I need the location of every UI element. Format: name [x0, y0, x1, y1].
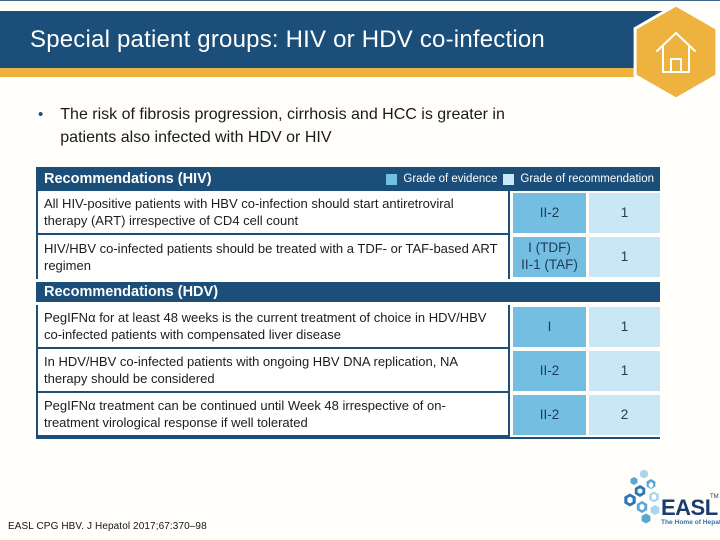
recommendation-grade-cell: 2 [589, 395, 660, 435]
citation: EASL CPG HBV. J Hepatol 2017;67:370–98 [8, 521, 207, 532]
recommendation-text-cell: PegIFNα for at least 48 weeks is the cur… [36, 305, 510, 349]
top-hairline [0, 0, 720, 1]
bullet-icon: • [38, 106, 44, 123]
title-band [0, 11, 674, 68]
table-row: HIV/HBV co-infected patients should be t… [36, 235, 660, 279]
section-title-hdv: Recommendations (HDV) [44, 284, 219, 300]
home-icon [656, 32, 696, 73]
recommendation-text-cell: HIV/HBV co-infected patients should be t… [36, 235, 510, 279]
table-row: PegIFNα for at least 48 weeks is the cur… [36, 305, 660, 349]
evidence-grade-cell: I [513, 307, 586, 347]
evidence-grade-cell: I (TDF) II-1 (TAF) [513, 237, 586, 277]
page-title: Special patient groups: HIV or HDV co-in… [30, 26, 545, 53]
evidence-swatch-icon [386, 173, 398, 185]
recommendation-grade-cell: 1 [589, 237, 660, 277]
evidence-grade-cell: II-2 [513, 351, 586, 391]
recommendation-swatch-icon [503, 173, 515, 185]
table-row: PegIFNα treatment can be continued until… [36, 393, 660, 437]
table-row: All HIV-positive patients with HBV co-in… [36, 191, 660, 235]
evidence-grade-cell: II-2 [513, 193, 586, 233]
key-point: • The risk of fibrosis progression, cirr… [38, 103, 532, 149]
recommendation-grade-cell: 1 [589, 351, 660, 391]
recommendation-text-cell: All HIV-positive patients with HBV co-in… [36, 191, 510, 235]
easl-tagline: The Home of Hepatology. [661, 519, 720, 526]
table-bottom-border [36, 437, 660, 439]
recommendation-legend-label: Grade of recommendation [520, 173, 654, 185]
table-section-header-hdv: Recommendations (HDV) [36, 282, 660, 302]
table-section-header-hiv: Recommendations (HIV) Grade of evidence … [36, 167, 660, 191]
recommendation-text-cell: PegIFNα treatment can be continued until… [36, 393, 510, 437]
key-point-text: The risk of fibrosis progression, cirrho… [60, 106, 505, 146]
recommendation-grade-cell: 1 [589, 193, 660, 233]
gold-hexagon [633, 3, 719, 101]
evidence-grade-cell: II-2 [513, 395, 586, 435]
recommendation-grade-cell: 1 [589, 307, 660, 347]
easl-wordmark: EASL [661, 495, 718, 520]
trademark-symbol: TM [710, 494, 719, 500]
grade-legend: Grade of evidence Grade of recommendatio… [386, 173, 654, 185]
home-button[interactable] [630, 2, 720, 102]
gold-accent-bar [0, 68, 652, 77]
recommendations-table: Recommendations (HIV) Grade of evidence … [36, 167, 660, 439]
easl-logo: EASL TM The Home of Hepatology. [624, 469, 720, 526]
hexagon-cluster-icon [624, 469, 660, 524]
evidence-legend-label: Grade of evidence [403, 173, 498, 185]
recommendation-text-cell: In HDV/HBV co-infected patients with ong… [36, 349, 510, 393]
table-row: In HDV/HBV co-infected patients with ong… [36, 349, 660, 393]
section-title-hiv: Recommendations (HIV) [44, 171, 212, 187]
